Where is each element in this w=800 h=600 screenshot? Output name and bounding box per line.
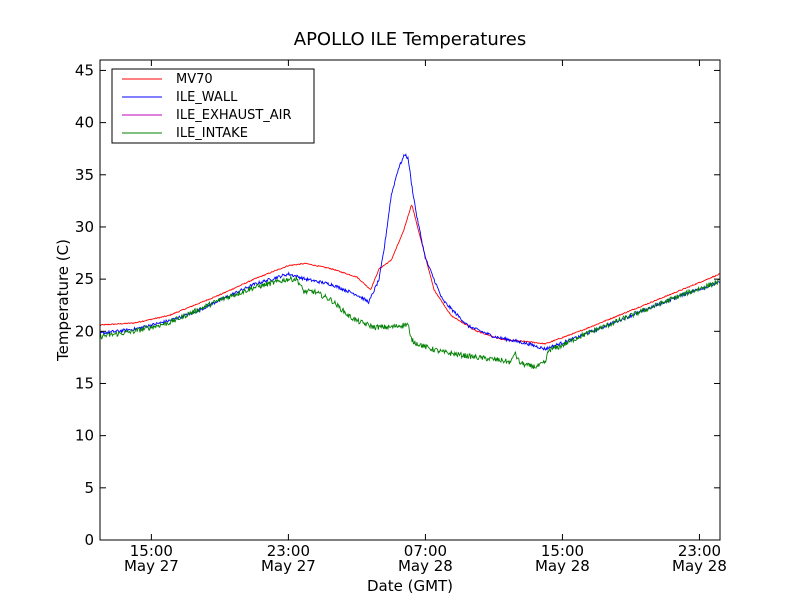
y-tick-label: 45 (75, 61, 94, 79)
y-tick-label: 10 (75, 427, 94, 445)
y-tick-label: 20 (75, 322, 94, 340)
y-axis: 0 5 10 15 20 25 30 35 40 45 (75, 61, 720, 549)
legend-label: ILE_WALL (176, 90, 238, 105)
x-axis-label: Date (GMT) (367, 577, 453, 595)
x-tick-date-label: May 28 (398, 557, 453, 575)
series-line-ile-intake (99, 274, 721, 370)
y-tick-label: 35 (75, 166, 94, 184)
y-axis-label: Temperature (C) (54, 239, 72, 362)
series-layer (99, 153, 721, 370)
x-tick-time-label: 23:00 (267, 542, 310, 560)
x-tick-date-label: May 27 (261, 557, 316, 575)
y-tick-label: 5 (84, 479, 94, 497)
legend: MV70 ILE_WALL ILE_EXHAUST_AIR ILE_INTAKE (111, 68, 315, 144)
legend-label: ILE_INTAKE (176, 126, 248, 141)
x-tick-time-label: 23:00 (678, 542, 721, 560)
x-tick-time-label: 15:00 (130, 542, 173, 560)
y-tick-label: 40 (75, 114, 94, 132)
x-tick-date-label: May 28 (672, 557, 727, 575)
legend-entries: MV70 ILE_WALL ILE_EXHAUST_AIR ILE_INTAKE (122, 72, 292, 141)
y-tick-label: 0 (84, 531, 94, 549)
y-tick-label: 30 (75, 218, 94, 236)
y-tick-label: 25 (75, 270, 94, 288)
legend-label: ILE_EXHAUST_AIR (176, 108, 292, 123)
x-tick-date-label: May 28 (535, 557, 590, 575)
x-tick-time-label: 07:00 (404, 542, 447, 560)
plot-border (99, 59, 721, 541)
series-line-mv70 (99, 204, 721, 345)
y-tick-label: 15 (75, 374, 94, 392)
x-tick-time-label: 15:00 (541, 542, 584, 560)
x-tick-date-label: May 27 (124, 557, 179, 575)
legend-box (111, 68, 315, 144)
chart-title: APOLLO ILE Temperatures (294, 29, 526, 50)
legend-label: MV70 (176, 72, 213, 87)
